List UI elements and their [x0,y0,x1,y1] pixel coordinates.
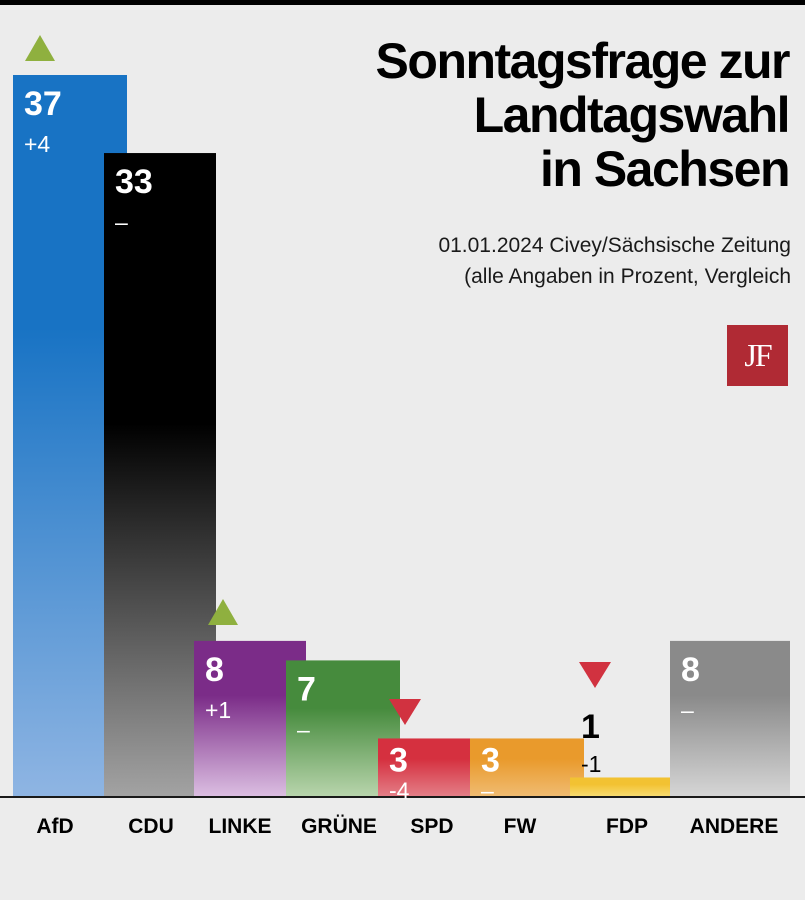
value-label-linke: 8 [205,651,224,689]
subtitle-line-1: 01.01.2024 Civey/Sächsische Zeitung [438,234,791,257]
category-label-spd: SPD [410,815,453,838]
value-label-afd: 37 [24,85,62,123]
bar-fw [470,738,584,797]
category-label-fw: FW [504,815,537,838]
trend-up-icon-afd [25,35,55,61]
trend-up-icon-linke [208,599,238,625]
top-rule [0,0,805,5]
category-label-fdp: FDP [606,815,648,838]
value-label-spd: 3 [389,741,408,779]
change-label-spd: -4 [389,777,410,803]
value-label-fw: 3 [481,741,500,779]
category-label-gruene: GRÜNE [301,815,377,838]
title-line-1: Sonntagsfrage zur [375,33,791,89]
subtitle-line-2: (alle Angaben in Prozent, Vergleich [464,265,791,288]
value-label-andere: 8 [681,651,700,689]
jf-logo: JF [727,325,788,386]
change-label-cdu: – [115,209,128,235]
change-label-fw: – [481,777,494,803]
jf-logo-text: JF [744,337,772,373]
change-label-gruene: – [297,716,310,742]
bar-fdp [570,777,684,797]
trend-down-icon-fdp [579,662,611,688]
chart-title: Sonntagsfrage zur Landtagswahl in Sachse… [229,33,791,197]
change-label-afd: +4 [24,131,50,157]
trend-down-icon-spd [389,699,421,725]
value-label-cdu: 33 [115,163,153,201]
value-label-gruene: 7 [297,670,316,708]
change-label-linke: +1 [205,697,231,723]
category-label-afd: AfD [36,815,73,838]
change-label-fdp: -1 [581,751,601,777]
category-label-linke: LINKE [209,815,272,838]
title-line-3: in Sachsen [540,141,791,197]
value-label-fdp: 1 [581,708,600,746]
bar-andere [670,640,790,797]
category-label-cdu: CDU [128,815,174,838]
category-label-andere: ANDERE [690,815,779,838]
change-label-andere: – [681,697,694,723]
chart-subtitle: 01.01.2024 Civey/Sächsische Zeitung (all… [271,230,791,292]
title-line-2: Landtagswahl [473,87,791,143]
